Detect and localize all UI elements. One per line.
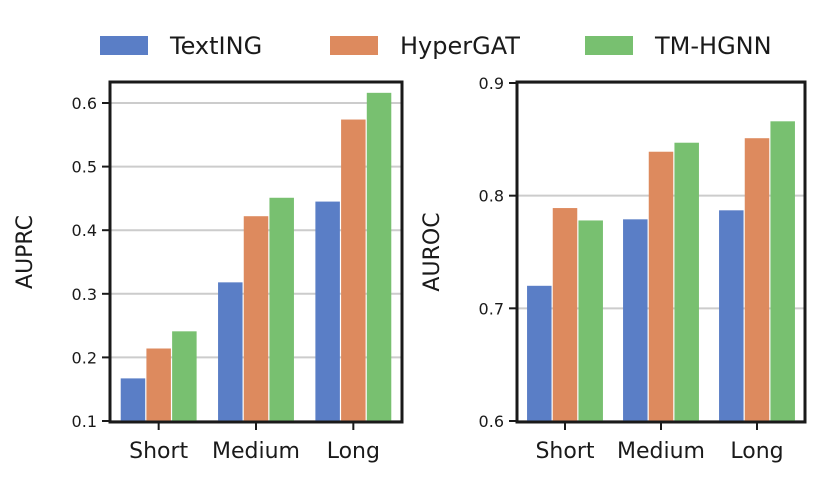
ytick-label-3: 0.9	[479, 74, 504, 93]
bar-texting-long	[719, 210, 744, 422]
auprc-chart: 0.1 0.2 0.3 0.4 0.5 0.6 Short Medium Long AUPRC	[13, 80, 404, 464]
legend-swatch-2	[585, 36, 633, 55]
bar-hypergat-short	[552, 208, 578, 422]
ytick-label-1: 0.7	[479, 299, 504, 318]
category-label-long: Long	[730, 439, 783, 464]
legend-swatch-1	[330, 36, 378, 55]
legend-label-1: HyperGAT	[400, 32, 520, 60]
bar-hypergat-long	[341, 119, 366, 422]
bar-texting-short	[527, 285, 552, 422]
bar-hypergat-short	[146, 348, 171, 422]
auroc-chart: 0.6 0.7 0.8 0.9 Short Medium Long AUROC	[420, 74, 807, 464]
bar-tm-hgnn-medium	[269, 197, 294, 422]
bar-texting-short	[120, 378, 146, 422]
bar-hypergat-long	[744, 138, 770, 422]
bar-hypergat-medium	[648, 151, 674, 422]
legend-label-2: TM-HGNN	[654, 32, 772, 60]
ytick-label-0: 0.6	[479, 412, 504, 431]
y-axis-title: AUROC	[420, 212, 445, 291]
bar-tm-hgnn-long	[366, 92, 392, 422]
bar-tm-hgnn-medium	[674, 142, 699, 423]
bar-texting-medium	[623, 219, 648, 422]
category-label-short: Short	[129, 439, 188, 464]
ytick-label-0: 0.1	[72, 412, 97, 431]
y-axis-title: AUPRC	[13, 215, 38, 289]
ytick-label-2: 0.3	[72, 285, 97, 304]
category-label-long: Long	[327, 439, 380, 464]
bar-hypergat-medium	[243, 216, 269, 422]
category-label-medium: Medium	[617, 439, 705, 464]
category-label-medium: Medium	[212, 439, 300, 464]
ytick-label-4: 0.5	[72, 158, 97, 177]
ytick-label-1: 0.2	[72, 348, 97, 367]
legend-swatch-0	[100, 36, 148, 55]
bar-tm-hgnn-short	[172, 331, 197, 422]
legend-label-0: TextING	[169, 32, 262, 60]
ytick-label-3: 0.4	[72, 221, 97, 240]
bar-texting-medium	[218, 282, 243, 422]
bar-texting-long	[315, 201, 340, 422]
ytick-label-2: 0.8	[479, 187, 504, 206]
bar-tm-hgnn-short	[578, 220, 603, 422]
legend: TextING HyperGAT TM-HGNN	[100, 32, 772, 60]
category-label-short: Short	[535, 439, 594, 464]
bar-tm-hgnn-long	[770, 121, 795, 422]
ytick-label-5: 0.6	[72, 94, 97, 113]
